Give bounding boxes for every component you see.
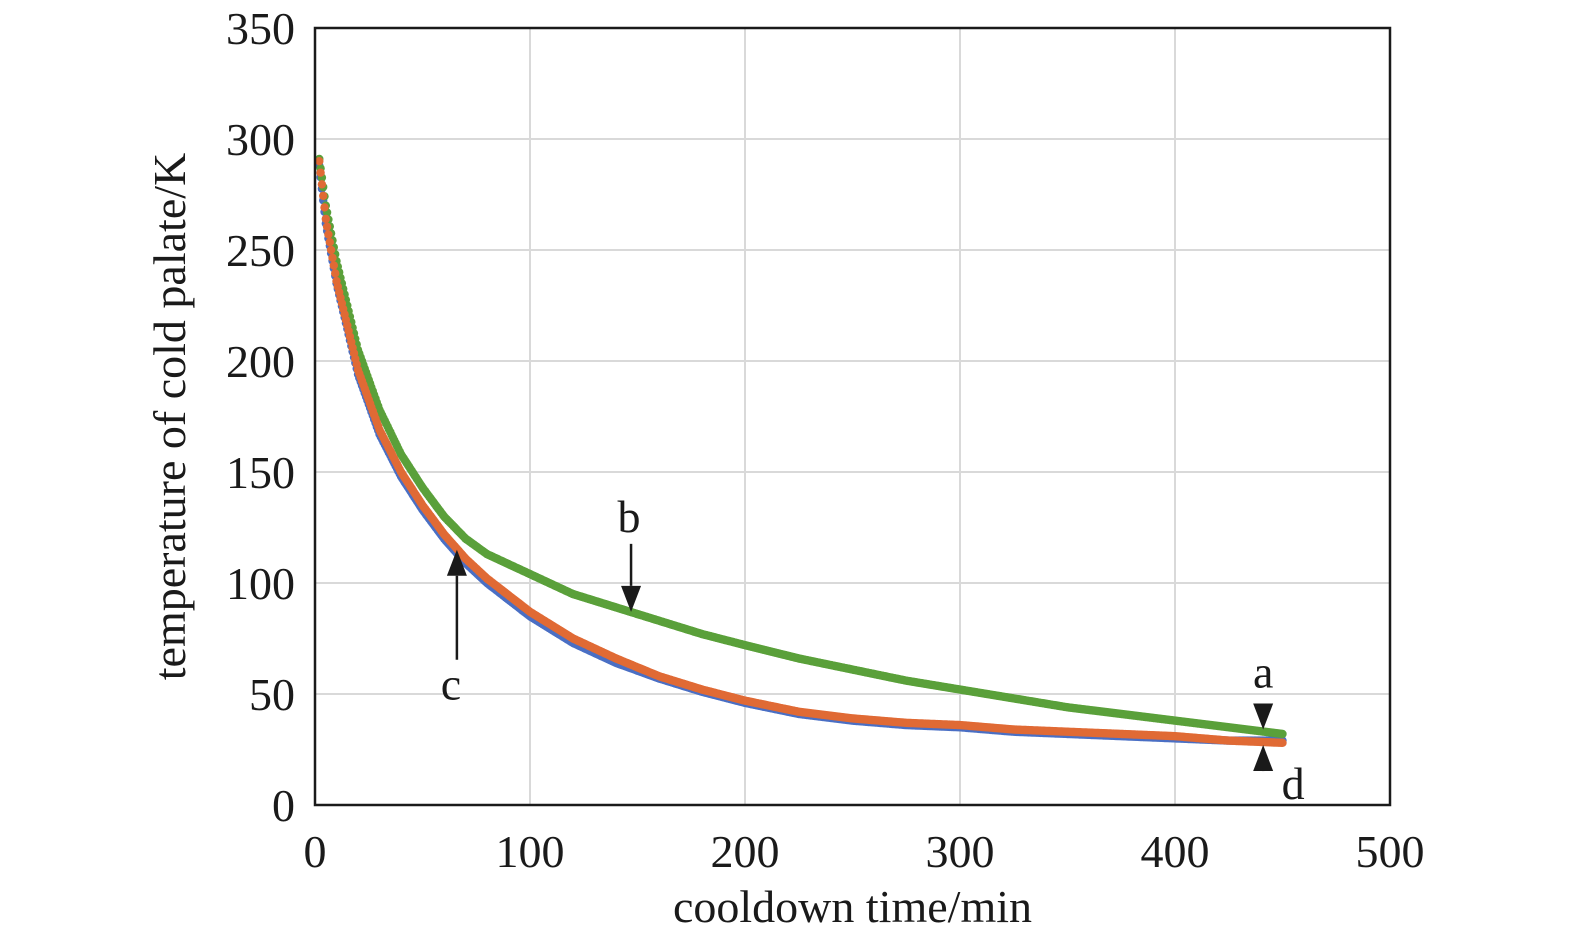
annotation-arrow-head xyxy=(446,549,467,576)
tick-layer: 0 100 200 300 400 500 0 50 100 150 200 250 300 350 xyxy=(226,3,1425,877)
y-tick-label: 50 xyxy=(249,669,295,720)
annotation-a: a xyxy=(1253,647,1273,730)
x-tick-label: 200 xyxy=(711,826,780,877)
annotation-d: d xyxy=(1253,745,1305,809)
plot-frame xyxy=(313,26,1392,807)
data-point xyxy=(315,157,324,166)
y-tick-label: 250 xyxy=(226,225,295,276)
data-point xyxy=(317,180,327,189)
x-tick-label: 500 xyxy=(1356,826,1425,877)
annotation-c: c xyxy=(441,549,467,710)
annotation-label: c xyxy=(441,659,461,710)
annotation-label: a xyxy=(1253,647,1273,698)
annotation-arrow-head xyxy=(621,585,642,612)
annotation-b: b xyxy=(618,491,642,612)
x-tick-label: 300 xyxy=(926,826,995,877)
grid-layer xyxy=(315,28,1390,805)
data-point xyxy=(324,230,333,239)
annotation-label: b xyxy=(618,491,641,542)
series-1 xyxy=(315,154,1287,739)
y-tick-label: 0 xyxy=(272,780,295,831)
data-point xyxy=(329,261,338,270)
series-2 xyxy=(315,157,1287,747)
annotation-label: d xyxy=(1282,758,1305,809)
y-tick-label: 300 xyxy=(226,114,295,165)
data-point xyxy=(328,253,337,262)
data-point xyxy=(316,168,325,177)
data-point xyxy=(320,203,329,212)
annotation-arrow-head xyxy=(1253,703,1274,730)
x-tick-label: 0 xyxy=(304,826,327,877)
data-point xyxy=(326,245,336,255)
data-point xyxy=(331,269,340,278)
x-tick-label: 400 xyxy=(1141,826,1210,877)
data-point xyxy=(1278,729,1287,739)
series-layer xyxy=(315,154,1287,747)
y-tick-label: 100 xyxy=(226,558,295,609)
y-tick-label: 200 xyxy=(226,336,295,387)
y-tick-label: 150 xyxy=(226,447,295,498)
y-tick-label: 350 xyxy=(226,3,295,54)
data-point xyxy=(319,191,328,200)
y-axis-title: temperature of cold palate/K xyxy=(144,153,195,680)
data-point xyxy=(325,238,334,247)
x-tick-label: 100 xyxy=(496,826,565,877)
x-axis-title: cooldown time/min xyxy=(673,881,1032,932)
data-point xyxy=(1278,738,1287,747)
data-point xyxy=(321,214,330,224)
data-point xyxy=(322,222,332,231)
annotation-layer: a b c d xyxy=(441,491,1305,809)
annotation-arrow-head xyxy=(1253,745,1274,772)
